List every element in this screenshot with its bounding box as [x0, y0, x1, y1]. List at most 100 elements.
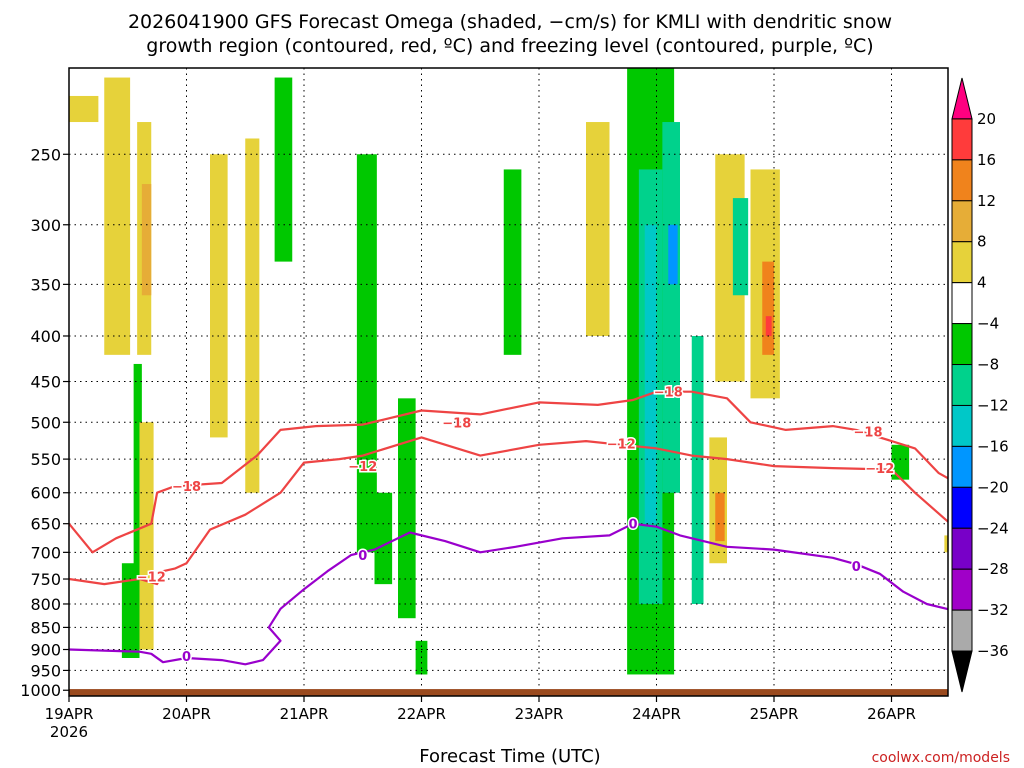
- omega-cell: [891, 444, 910, 480]
- contour-line-0: [69, 522, 948, 666]
- colorbar-swatch: [951, 527, 973, 570]
- y-tick-label: 250: [30, 145, 61, 164]
- y-tick-label: 550: [30, 450, 61, 469]
- x-tick-label: 21APR: [280, 705, 329, 723]
- colorbar-swatch: [951, 282, 973, 325]
- x-axis-ticks: 19APR 20APR 21APR 22APR 23APR 24APR 25APR 26APR: [45, 696, 916, 723]
- x-tick-label: 25APR: [750, 705, 799, 723]
- y-tick-label: 450: [30, 373, 61, 392]
- y-tick-label: 600: [30, 484, 61, 503]
- contour-label: 0: [852, 560, 861, 575]
- colorbar-swatch: [951, 486, 973, 529]
- omega-cell: [274, 77, 293, 262]
- contour-label: −12: [348, 460, 377, 475]
- colorbar-swatch: [951, 568, 973, 611]
- omega-cell: [104, 77, 131, 355]
- colorbar-label: 8: [977, 233, 987, 251]
- plot-frame: [68, 67, 949, 697]
- colorbar-label: −28: [977, 560, 1009, 578]
- y-tick-label: 350: [30, 275, 61, 294]
- contours: −18 −18 −18 −18 −12 −12 −12 −12 0 0 0 0: [69, 384, 948, 666]
- y-tick-label: 500: [30, 413, 61, 432]
- ground-fill: [69, 689, 948, 696]
- gridlines: [68, 68, 948, 696]
- x-tick-label: 19APR: [45, 705, 94, 723]
- colorbar-label: 16: [977, 151, 996, 169]
- y-axis-ticks: 250 300 350 400 450 500 550 600 650 700 750 800 850 9…: [20, 145, 69, 700]
- omega-cell: [662, 122, 680, 493]
- colorbar: 20 16 12 8 4 −4 −8 −12 −16 −20 −24 −28 −32 −36: [951, 77, 1009, 693]
- ground-rect: [69, 689, 948, 696]
- y-tick-label: 750: [30, 570, 61, 589]
- omega-cell: [398, 398, 416, 619]
- contour-label: −18: [654, 386, 683, 401]
- y-tick-label: 1000: [20, 681, 61, 700]
- colorbar-label: −32: [977, 601, 1009, 619]
- omega-cell: [586, 122, 610, 336]
- y-tick-label: 700: [30, 543, 61, 562]
- colorbar-label: −24: [977, 519, 1009, 537]
- chart-title-line1: 2026041900 GFS Forecast Omega (shaded, −…: [128, 11, 892, 33]
- omega-cell: [245, 138, 260, 493]
- omega-cell: [121, 563, 140, 659]
- omega-cell: [133, 363, 142, 590]
- omega-cell: [644, 224, 657, 524]
- x-tick-label: 24APR: [632, 705, 681, 723]
- omega-cell: [69, 95, 99, 123]
- y-tick-label: 850: [30, 618, 61, 637]
- omega-cell: [732, 198, 749, 296]
- chart-title-line2: growth region (contoured, red, ºC) and f…: [146, 35, 873, 57]
- omega-cell: [210, 154, 228, 438]
- colorbar-label: −36: [977, 642, 1009, 660]
- contour-label: 0: [182, 650, 191, 665]
- y-tick-label: 300: [30, 216, 61, 235]
- colorbar-label: −20: [977, 478, 1009, 496]
- omega-cell: [715, 492, 725, 542]
- contour-label: −12: [137, 570, 166, 585]
- contour-label: −12: [607, 437, 636, 452]
- omega-cell: [503, 169, 522, 355]
- colorbar-label: 4: [977, 274, 987, 292]
- omega-cell: [374, 492, 393, 585]
- x-tick-label: 20APR: [162, 705, 211, 723]
- x-tick-label: 23APR: [515, 705, 564, 723]
- colorbar-label: 12: [977, 192, 996, 210]
- contour-line--18: [69, 390, 948, 554]
- colorbar-swatch: [951, 323, 973, 366]
- y-tick-label: 950: [30, 661, 61, 680]
- colorbar-swatch: [951, 241, 973, 284]
- contour-label: 0: [358, 549, 367, 564]
- colorbar-label: −12: [977, 396, 1009, 414]
- contour-label: −12: [865, 462, 894, 477]
- omega-shading-layer: [69, 68, 948, 675]
- y-tick-label: 650: [30, 515, 61, 534]
- y-tick-label: 900: [30, 641, 61, 660]
- colorbar-label: −16: [977, 437, 1009, 455]
- contour-label: 0: [628, 518, 637, 533]
- colorbar-arrow-bottom: [951, 650, 973, 693]
- contour-label: −18: [172, 480, 201, 495]
- omega-cell: [141, 184, 152, 296]
- x-year-label: 2026: [50, 723, 88, 741]
- x-tick-label: 26APR: [867, 705, 916, 723]
- omega-cell: [944, 535, 948, 553]
- colorbar-swatch: [951, 445, 973, 488]
- colorbar-swatch: [951, 364, 973, 406]
- contour-line--12: [69, 436, 948, 586]
- omega-cell: [668, 224, 678, 285]
- colorbar-swatch: [951, 200, 973, 243]
- x-tick-label: 22APR: [397, 705, 446, 723]
- y-tick-label: 400: [30, 327, 61, 346]
- omega-cell: [691, 335, 704, 604]
- y-tick-label: 800: [30, 595, 61, 614]
- colorbar-label: 20: [977, 110, 996, 128]
- colorbar-swatch: [951, 118, 973, 161]
- colorbar-swatch: [951, 404, 973, 447]
- contour-label: −18: [854, 425, 883, 440]
- omega-cell: [139, 422, 154, 650]
- contour-label: −18: [442, 416, 471, 431]
- x-axis-label: Forecast Time (UTC): [419, 746, 600, 767]
- omega-cell: [765, 316, 772, 336]
- colorbar-label: −8: [977, 356, 999, 374]
